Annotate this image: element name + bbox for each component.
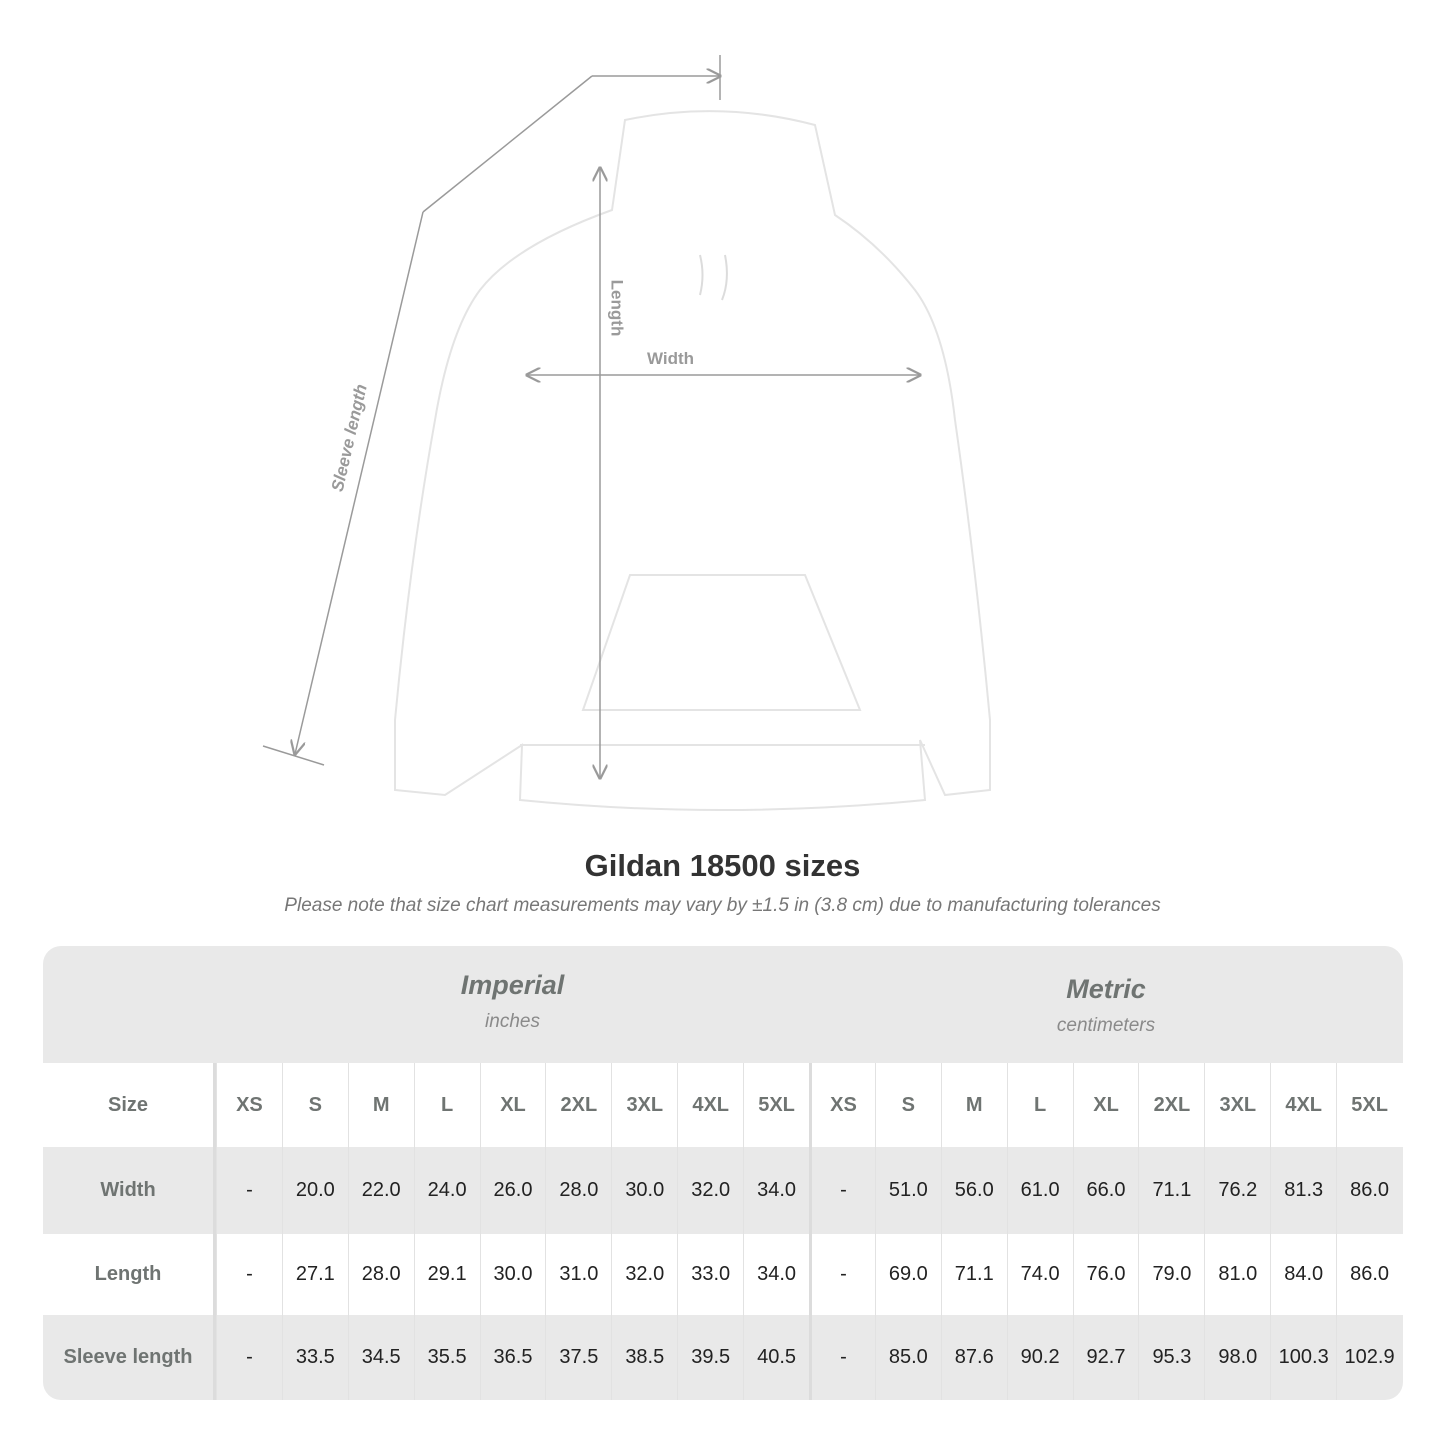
metric-cell: 61.0 [1006,1147,1073,1234]
metric-cell: 98.0 [1204,1315,1270,1400]
imperial-cell: 34.0 [743,1147,809,1234]
row-label: Sleeve length [43,1315,216,1400]
table-row: Width -20.0 22.0 24.0 26.0 28.0 30.0 32.0 34.0-5… [43,1147,1403,1234]
hoodie-figure: Sleeve length Length Width [262,55,991,811]
size-header-cell: S [281,1063,348,1147]
size-header-cell: L [413,1063,480,1147]
imperial-cell: 34.0 [743,1234,809,1315]
size-header-cell: 3XL [611,1063,677,1147]
metric-cell: 66.0 [1072,1147,1139,1234]
row-label: Length [43,1234,216,1315]
imperial-cell: 30.0 [479,1234,546,1315]
imperial-unit: inches [485,1011,540,1032]
tolerance-note: Please note that size chart measurements… [284,895,1161,916]
metric-cell: 86.0 [1336,1147,1402,1234]
imperial-cell: 36.5 [479,1315,546,1400]
metric-cell: 69.0 [874,1234,941,1315]
imperial-cell: 33.5 [281,1315,348,1400]
metric-cell: 71.1 [1138,1147,1204,1234]
table-row: Length -27.1 28.0 29.1 30.0 31.0 32.0 33.0 34.0-… [43,1234,1403,1315]
metric-cell: 51.0 [874,1147,941,1234]
imperial-cell: 28.0 [545,1147,611,1234]
metric-cell: 71.1 [940,1234,1007,1315]
metric-cell: 85.0 [874,1315,941,1400]
size-header-cell: 5XL [743,1063,809,1147]
width-label: Width [647,349,695,368]
metric-cell: 56.0 [940,1147,1007,1234]
size-header-cell: 2XL [545,1063,611,1147]
size-header-cell: XS [809,1063,875,1147]
metric-cell: 74.0 [1006,1234,1073,1315]
imperial-cell: 22.0 [347,1147,414,1234]
row-label: Size [43,1063,216,1147]
imperial-cell: 35.5 [413,1315,480,1400]
size-header-cell: XS [216,1063,282,1147]
imperial-cell: 37.5 [545,1315,611,1400]
metric-cell: 102.9 [1336,1315,1402,1400]
imperial-cell: 32.0 [677,1147,743,1234]
metric-cell: - [809,1315,875,1400]
imperial-cell: 27.1 [281,1234,348,1315]
imperial-cell: 20.0 [281,1147,348,1234]
size-header-cell: S [874,1063,941,1147]
metric-cell: 87.6 [940,1315,1007,1400]
imperial-cell: 34.5 [347,1315,414,1400]
imperial-cell: 28.0 [347,1234,414,1315]
size-header-cell: M [940,1063,1007,1147]
page-title: Gildan 18500 sizes [584,848,861,883]
hoodie-illustration [262,55,991,811]
imperial-cell: - [216,1234,282,1315]
size-header-cell: XL [1072,1063,1139,1147]
imperial-header: Imperial inches [216,970,809,1033]
metric-cell: 76.0 [1072,1234,1139,1315]
metric-header: Metric centimeters [809,974,1403,1037]
length-label: Length [607,279,627,337]
imperial-cell: 24.0 [413,1147,480,1234]
size-header-cell: 2XL [1138,1063,1204,1147]
metric-cell: - [809,1147,875,1234]
metric-unit: centimeters [1056,1015,1156,1036]
size-header-cell: L [1006,1063,1073,1147]
size-header-row: Size XS S M L XL 2XL 3XL 4XL 5XL XS S M L XL 2XL 3XL 4XL 5… [43,1063,1403,1147]
metric-cell: 84.0 [1270,1234,1336,1315]
imperial-cell: 38.5 [611,1315,677,1400]
size-header-cell: 3XL [1204,1063,1270,1147]
metric-cell: - [809,1234,875,1315]
imperial-cell: 39.5 [677,1315,743,1400]
size-header-cell: 5XL [1336,1063,1402,1147]
metric-cell: 92.7 [1072,1315,1139,1400]
imperial-cell: 32.0 [611,1234,677,1315]
imperial-cell: 30.0 [611,1147,677,1234]
table-row: Sleeve length -33.5 34.5 35.5 36.5 37.5 38.5 39… [43,1315,1403,1400]
metric-cell: 100.3 [1270,1315,1336,1400]
metric-cell: 76.2 [1204,1147,1270,1234]
size-header-cell: M [347,1063,414,1147]
metric-cell: 79.0 [1138,1234,1204,1315]
metric-cell: 86.0 [1336,1234,1402,1315]
size-header-cell: XL [479,1063,546,1147]
size-header-cell: 4XL [677,1063,743,1147]
hoodie-shape [394,110,991,811]
imperial-title: Imperial [460,970,565,1000]
imperial-cell: - [216,1315,282,1400]
size-table: Imperial inches Metric centimeters Size X… [43,946,1403,1400]
row-label: Width [43,1147,216,1234]
metric-title: Metric [1066,974,1146,1004]
unit-header: Imperial inches Metric centimeters [43,946,1403,1063]
imperial-cell: 31.0 [545,1234,611,1315]
metric-cell: 95.3 [1138,1315,1204,1400]
size-header-cell: 4XL [1270,1063,1336,1147]
sleeve-length-measure [262,55,720,766]
imperial-cell: 33.0 [677,1234,743,1315]
imperial-cell: 40.5 [743,1315,809,1400]
imperial-cell: - [216,1147,282,1234]
imperial-cell: 29.1 [413,1234,480,1315]
metric-cell: 90.2 [1006,1315,1073,1400]
imperial-cell: 26.0 [479,1147,546,1234]
metric-cell: 81.3 [1270,1147,1336,1234]
metric-cell: 81.0 [1204,1234,1270,1315]
